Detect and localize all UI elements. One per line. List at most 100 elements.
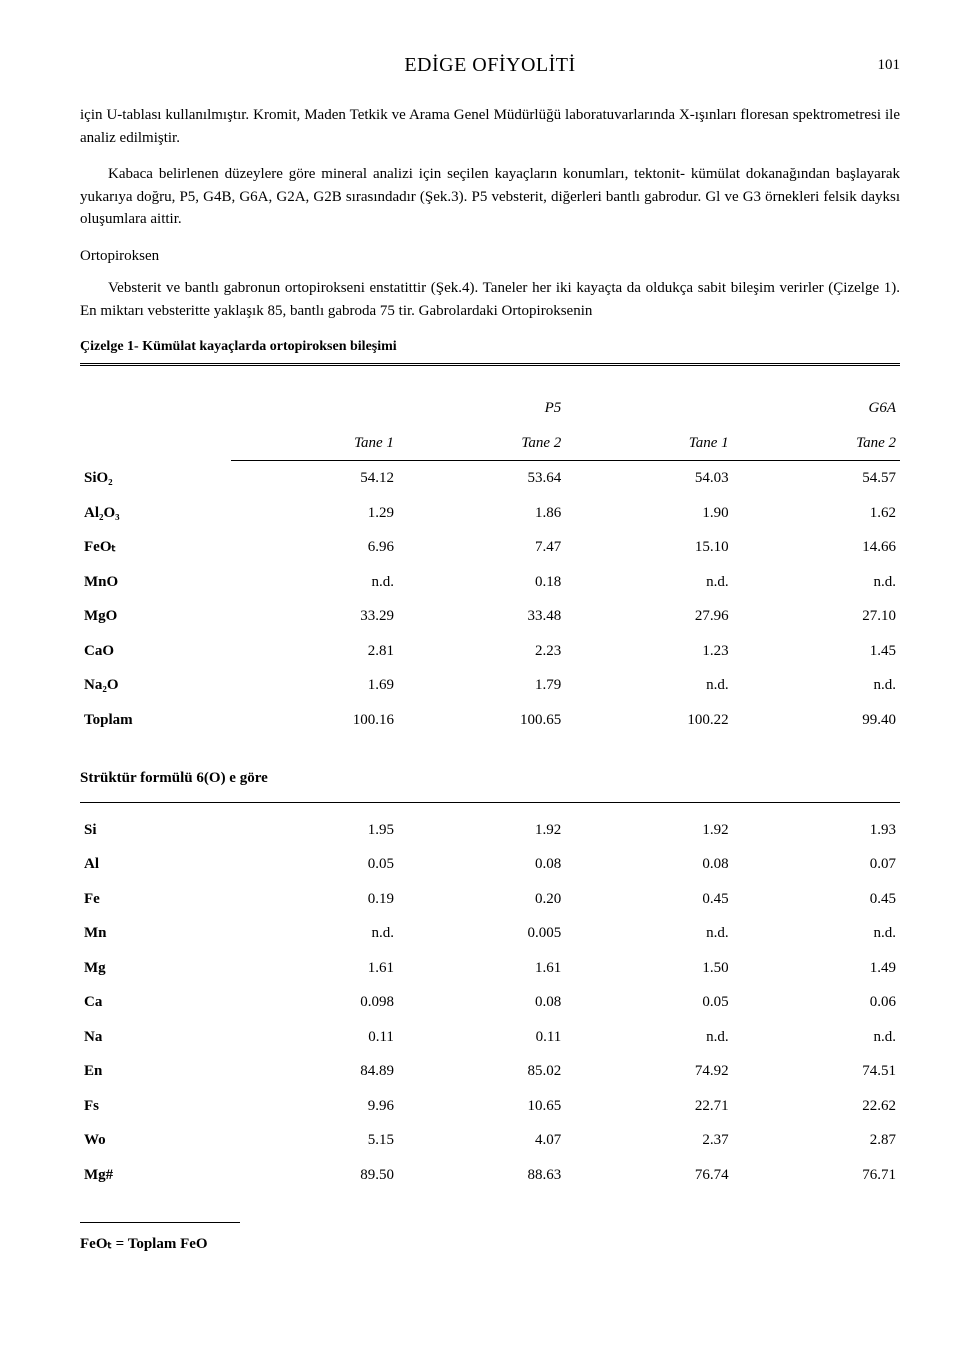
data-cell: 0.005 bbox=[398, 916, 565, 951]
table-row: En84.8985.0274.9274.51 bbox=[80, 1054, 900, 1089]
data-cell: 0.098 bbox=[231, 985, 398, 1020]
footnote-feot: FeOₜ = Toplam FeO bbox=[80, 1233, 900, 1256]
data-cell: 99.40 bbox=[733, 703, 900, 738]
composition-table-struct: Si1.951.921.921.93Al0.050.080.080.07Fe0.… bbox=[80, 813, 900, 1193]
data-cell: 0.08 bbox=[565, 847, 732, 882]
row-label: Fs bbox=[80, 1089, 231, 1124]
composition-table-main: P5 G6A Tane 1 Tane 2 Tane 1 Tane 2 SiO₂5… bbox=[80, 391, 900, 737]
data-cell: n.d. bbox=[565, 668, 732, 703]
data-cell: 0.19 bbox=[231, 882, 398, 917]
page-header: EDİGE OFİYOLİTİ 101 bbox=[80, 50, 900, 80]
data-cell: 85.02 bbox=[398, 1054, 565, 1089]
data-cell: 1.62 bbox=[733, 496, 900, 531]
data-cell: 6.96 bbox=[231, 530, 398, 565]
table-row: Mg1.611.611.501.49 bbox=[80, 951, 900, 986]
data-cell: 0.05 bbox=[565, 985, 732, 1020]
footnote-rule bbox=[80, 1222, 240, 1223]
table-body-struct: Si1.951.921.921.93Al0.050.080.080.07Fe0.… bbox=[80, 813, 900, 1193]
table-row: Al0.050.080.080.07 bbox=[80, 847, 900, 882]
data-cell: 0.11 bbox=[231, 1020, 398, 1055]
row-label: Mg bbox=[80, 951, 231, 986]
data-cell: 22.62 bbox=[733, 1089, 900, 1124]
data-cell: 27.10 bbox=[733, 599, 900, 634]
table-row: MnOn.d.0.18n.d.n.d. bbox=[80, 565, 900, 600]
data-cell: 1.50 bbox=[565, 951, 732, 986]
data-cell: 1.90 bbox=[565, 496, 732, 531]
table-row: Na0.110.11n.d.n.d. bbox=[80, 1020, 900, 1055]
data-cell: 33.29 bbox=[231, 599, 398, 634]
data-cell: 27.96 bbox=[565, 599, 732, 634]
data-cell: 7.47 bbox=[398, 530, 565, 565]
data-cell: 5.15 bbox=[231, 1123, 398, 1158]
row-label: CaO bbox=[80, 634, 231, 669]
data-cell: 1.69 bbox=[231, 668, 398, 703]
table-body-main: SiO₂54.1253.6454.0354.57Al₂O₃1.291.861.9… bbox=[80, 461, 900, 738]
table-column-header-row: Tane 1 Tane 2 Tane 1 Tane 2 bbox=[80, 426, 900, 461]
data-cell: 0.06 bbox=[733, 985, 900, 1020]
group-head-g6a: G6A bbox=[565, 391, 900, 426]
data-cell: n.d. bbox=[565, 1020, 732, 1055]
data-cell: 0.45 bbox=[565, 882, 732, 917]
page-title: EDİGE OFİYOLİTİ bbox=[404, 50, 575, 80]
data-cell: 1.45 bbox=[733, 634, 900, 669]
data-cell: n.d. bbox=[733, 1020, 900, 1055]
data-cell: 1.61 bbox=[231, 951, 398, 986]
table-row: MgO33.2933.4827.9627.10 bbox=[80, 599, 900, 634]
data-cell: 14.66 bbox=[733, 530, 900, 565]
data-cell: 0.18 bbox=[398, 565, 565, 600]
section-heading-ortopiroksen: Ortopiroksen bbox=[80, 245, 900, 268]
data-cell: 1.93 bbox=[733, 813, 900, 848]
table-row: Ca0.0980.080.050.06 bbox=[80, 985, 900, 1020]
data-cell: 33.48 bbox=[398, 599, 565, 634]
paragraph-1: için U-tablası kullanılmıştır. Kromit, M… bbox=[80, 104, 900, 149]
col-head: Tane 1 bbox=[565, 426, 732, 461]
col-head: Tane 2 bbox=[398, 426, 565, 461]
table-blank-cell bbox=[80, 391, 231, 426]
data-cell: 54.12 bbox=[231, 461, 398, 496]
data-cell: 100.22 bbox=[565, 703, 732, 738]
data-cell: 84.89 bbox=[231, 1054, 398, 1089]
row-label: Fe bbox=[80, 882, 231, 917]
row-label: Mn bbox=[80, 916, 231, 951]
data-cell: 88.63 bbox=[398, 1158, 565, 1193]
footnote-group: FeOₜ = Toplam FeO bbox=[80, 1222, 900, 1256]
data-cell: 1.79 bbox=[398, 668, 565, 703]
row-label: FeOₜ bbox=[80, 530, 231, 565]
row-label: Ca bbox=[80, 985, 231, 1020]
table-row: Mg#89.5088.6376.7476.71 bbox=[80, 1158, 900, 1193]
table-row: Si1.951.921.921.93 bbox=[80, 813, 900, 848]
paragraph-2: Kabaca belirlenen düzeylere göre mineral… bbox=[80, 163, 900, 231]
table-row: Wo5.154.072.372.87 bbox=[80, 1123, 900, 1158]
data-cell: 4.07 bbox=[398, 1123, 565, 1158]
table-row: SiO₂54.1253.6454.0354.57 bbox=[80, 461, 900, 496]
data-cell: 22.71 bbox=[565, 1089, 732, 1124]
data-cell: 1.95 bbox=[231, 813, 398, 848]
table-blank-cell bbox=[80, 426, 231, 461]
data-cell: 9.96 bbox=[231, 1089, 398, 1124]
row-label: Si bbox=[80, 813, 231, 848]
data-cell: n.d. bbox=[733, 916, 900, 951]
data-cell: 1.49 bbox=[733, 951, 900, 986]
data-cell: 2.87 bbox=[733, 1123, 900, 1158]
table-row: Toplam100.16100.65100.2299.40 bbox=[80, 703, 900, 738]
data-cell: 100.65 bbox=[398, 703, 565, 738]
data-cell: 2.81 bbox=[231, 634, 398, 669]
page-number: 101 bbox=[878, 54, 901, 77]
struct-formula-title: Strüktür formülü 6(O) e göre bbox=[80, 767, 900, 790]
row-label: En bbox=[80, 1054, 231, 1089]
row-label: SiO₂ bbox=[80, 461, 231, 496]
table-group-header-row: P5 G6A bbox=[80, 391, 900, 426]
table-row: Fe0.190.200.450.45 bbox=[80, 882, 900, 917]
data-cell: 0.08 bbox=[398, 847, 565, 882]
data-cell: 76.71 bbox=[733, 1158, 900, 1193]
data-cell: 54.03 bbox=[565, 461, 732, 496]
struct-top-rule bbox=[80, 802, 900, 803]
table-row: FeOₜ6.967.4715.1014.66 bbox=[80, 530, 900, 565]
row-label: Toplam bbox=[80, 703, 231, 738]
data-cell: 54.57 bbox=[733, 461, 900, 496]
paragraph-3: Vebsterit ve bantlı gabronun ortopirokse… bbox=[80, 277, 900, 322]
table-row: Al₂O₃1.291.861.901.62 bbox=[80, 496, 900, 531]
table-row: Na₂O1.691.79n.d.n.d. bbox=[80, 668, 900, 703]
data-cell: 0.11 bbox=[398, 1020, 565, 1055]
data-cell: 2.23 bbox=[398, 634, 565, 669]
